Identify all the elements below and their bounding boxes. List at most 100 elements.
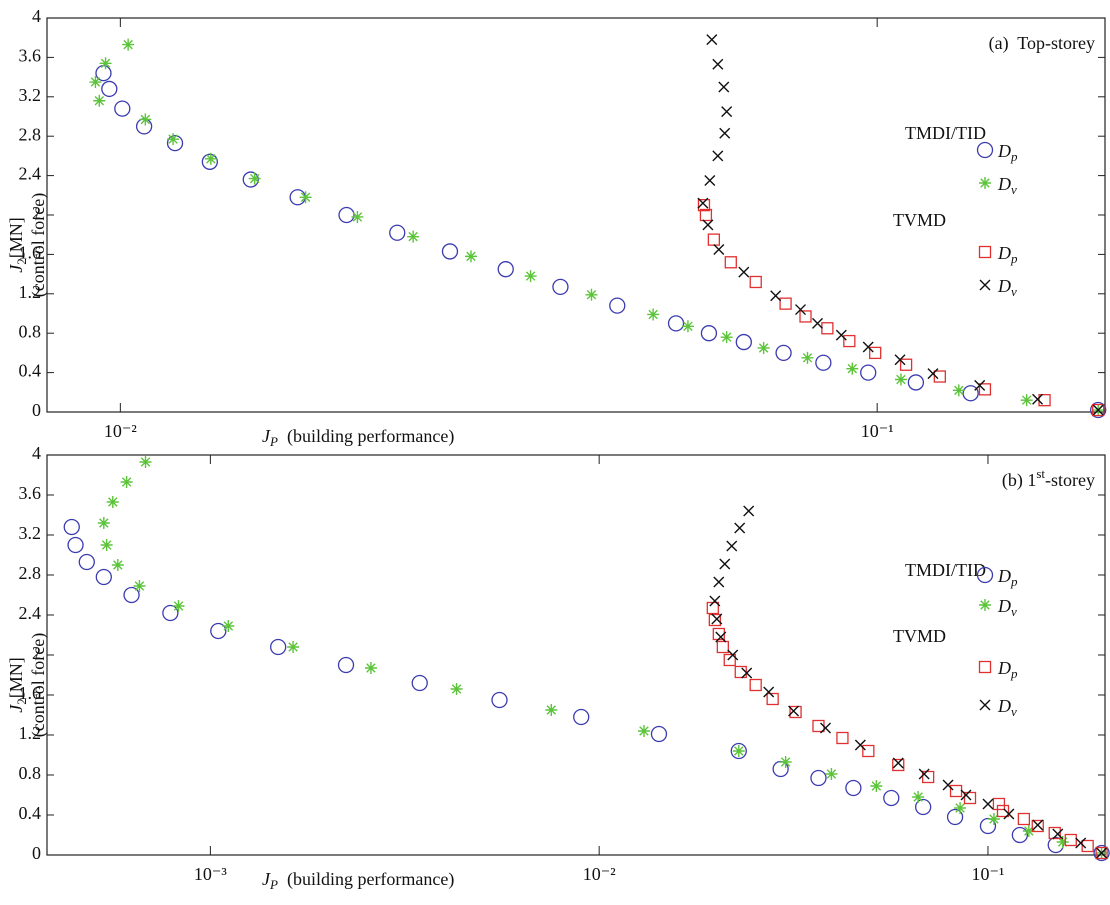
x-tick-label: 10⁻² — [104, 421, 137, 441]
marker-cross — [835, 329, 847, 341]
marker-cross — [1092, 404, 1104, 416]
marker-square — [707, 233, 720, 246]
marker-square — [712, 627, 725, 641]
marker-square — [1081, 839, 1094, 853]
marker-asterisk — [637, 725, 650, 737]
legend-group: TVMD — [893, 210, 946, 230]
legend-name: D — [997, 596, 1011, 616]
y-tick-label: 2.8 — [19, 124, 42, 144]
y-tick-label: 2 — [32, 203, 41, 223]
panel-annotation: (a) Top-storey — [989, 33, 1095, 54]
marker-asterisk — [952, 384, 965, 397]
legend-group: TMDI/TID — [905, 123, 986, 143]
y-label-unit: [MN] — [6, 217, 26, 258]
marker-circle — [667, 315, 685, 332]
marker-square — [836, 731, 849, 745]
marker-asterisk — [99, 57, 112, 70]
marker-square — [1064, 833, 1077, 847]
marker-asterisk — [100, 539, 113, 551]
marker-square — [921, 770, 935, 784]
marker-cross — [697, 197, 709, 209]
marker-circle — [210, 622, 227, 640]
marker-circle — [123, 586, 140, 604]
marker-circle — [1011, 826, 1029, 844]
y-axis-label: J2[MN] — [6, 657, 29, 713]
marker-circle — [270, 638, 287, 656]
marker-square — [749, 678, 762, 692]
y-tick-label: 3.2 — [19, 523, 42, 543]
marker-asterisk — [287, 641, 300, 653]
marker-square — [963, 791, 977, 805]
y-tick-label: 1.6 — [19, 243, 42, 263]
marker-asterisk — [97, 517, 110, 529]
y-tick-label: 4 — [32, 6, 41, 26]
marker-circle — [573, 708, 590, 726]
legend-marker — [976, 141, 994, 159]
marker-square — [843, 334, 856, 348]
marker-cross — [812, 317, 824, 329]
marker-cross — [927, 368, 939, 380]
marker-cross — [763, 686, 775, 698]
x-tick-label: 10⁻² — [583, 864, 616, 884]
marker-asterisk — [585, 288, 598, 301]
y-tick-label: 4 — [32, 443, 41, 463]
marker-cross — [709, 595, 721, 607]
legend-marker — [979, 279, 991, 291]
marker-asterisk — [122, 38, 135, 51]
marker-square — [706, 601, 719, 615]
marker-circle — [78, 553, 95, 571]
marker-square — [724, 256, 737, 269]
marker-cross — [982, 798, 994, 810]
marker-asterisk — [681, 320, 694, 333]
legend-label: Dp — [997, 566, 1018, 589]
marker-circle — [700, 325, 718, 342]
marker-square — [1095, 846, 1108, 860]
marker-circle — [1090, 401, 1107, 419]
marker-asterisk — [106, 496, 119, 508]
legend-group: TMDI/TID — [905, 560, 986, 580]
marker-asterisk — [825, 768, 838, 780]
marker-asterisk — [299, 191, 312, 204]
marker-square — [1048, 826, 1061, 840]
marker-square — [697, 198, 711, 212]
y-tick-label: 1.2 — [19, 282, 42, 302]
legend-name: D — [997, 696, 1011, 716]
x-axis-label: JP (building performance) — [262, 426, 454, 449]
marker-circle — [491, 691, 508, 709]
marker-circle — [609, 297, 626, 314]
marker-square — [716, 640, 729, 654]
marker-cross — [892, 757, 904, 769]
x-label-subscript: P — [269, 434, 278, 449]
marker-square — [933, 370, 946, 383]
marker-cross — [1032, 393, 1044, 405]
x-tick-label: 10⁻¹ — [972, 864, 1005, 884]
marker-asterisk — [954, 802, 967, 814]
marker-square — [699, 208, 713, 222]
marker-cross — [712, 58, 724, 70]
legend-label: Dv — [997, 174, 1017, 197]
marker-circle — [552, 278, 569, 296]
legend-label: Dp — [997, 658, 1018, 681]
marker-asterisk — [111, 559, 124, 571]
legend-marker — [978, 245, 992, 259]
marker-cross — [1032, 819, 1044, 831]
y-tick-label: 3.6 — [19, 483, 42, 503]
legend-label: Dv — [997, 696, 1017, 719]
legend-label: Dp — [997, 243, 1018, 266]
y-tick-label: 2.4 — [19, 603, 42, 623]
legend-subscript: p — [1010, 149, 1018, 164]
marker-cross — [719, 558, 731, 570]
x-label-text: (building performance) — [278, 426, 454, 447]
marker-asterisk — [120, 476, 133, 488]
marker-cross — [721, 106, 733, 118]
marker-square — [1092, 403, 1105, 417]
marker-cross — [715, 631, 727, 643]
marker-asterisk — [912, 791, 925, 803]
marker-circle — [101, 80, 118, 98]
marker-square — [708, 613, 722, 627]
y-tick-label: 0.4 — [19, 361, 42, 381]
marker-cross — [741, 667, 753, 679]
legend-subscript: v — [1011, 704, 1017, 719]
legend-label: Dv — [997, 276, 1017, 299]
